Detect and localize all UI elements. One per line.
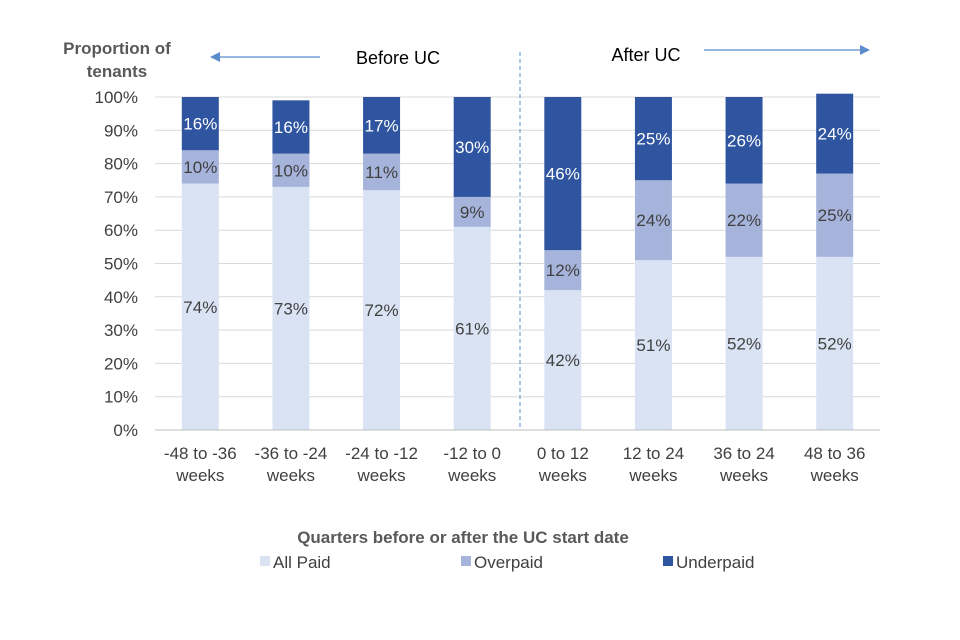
legend-label: Underpaid — [676, 553, 754, 572]
bar-overpaid — [634, 180, 672, 261]
x-tick-label: weeks — [447, 466, 496, 485]
y-tick-label: 60% — [104, 221, 138, 240]
data-label: 22% — [727, 211, 761, 230]
x-tick-label: 48 to 36 — [804, 444, 865, 463]
data-label: 52% — [727, 334, 761, 353]
gridlines — [155, 96, 880, 398]
data-label: 74% — [183, 298, 217, 317]
y-tick-label: 90% — [104, 121, 138, 140]
bars — [181, 93, 854, 430]
data-label: 72% — [365, 301, 399, 320]
y-tick-label: 10% — [104, 388, 138, 407]
after-uc-arrow — [704, 45, 870, 55]
bar-underpaid — [816, 93, 854, 174]
legend-swatch — [461, 556, 471, 566]
bar-overpaid — [363, 153, 401, 191]
bar-underpaid — [453, 97, 491, 197]
data-label: 25% — [636, 130, 670, 149]
y-tick-label: 20% — [104, 354, 138, 373]
data-label: 73% — [274, 299, 308, 318]
data-label: 24% — [818, 125, 852, 144]
y-tick-label: 0% — [113, 421, 138, 440]
bar-underpaid — [272, 100, 310, 154]
y-tick-label: 80% — [104, 155, 138, 174]
legend-label: All Paid — [273, 553, 331, 572]
legend-swatch — [260, 556, 270, 566]
bar-overpaid — [544, 250, 582, 291]
bar-all-paid — [181, 183, 219, 430]
data-label: 16% — [183, 115, 217, 134]
bar-all-paid — [634, 260, 672, 430]
bar-all-paid — [544, 290, 582, 430]
data-label: 17% — [365, 116, 399, 135]
before-uc-label: Before UC — [356, 48, 440, 68]
bar-underpaid — [725, 97, 763, 184]
x-axis-title: Quarters before or after the UC start da… — [297, 528, 629, 547]
x-tick-label: 12 to 24 — [623, 444, 684, 463]
x-tick-label: -24 to -12 — [345, 444, 418, 463]
y-axis-title-line1: Proportion of — [63, 39, 171, 58]
bar-underpaid — [181, 97, 219, 151]
legend: All Paid Overpaid Underpaid — [260, 553, 754, 572]
y-tick-label: 100% — [95, 88, 138, 107]
x-tick-label: 0 to 12 — [537, 444, 589, 463]
before-uc-arrow — [210, 52, 320, 62]
bar-underpaid — [544, 97, 582, 251]
data-label: 30% — [455, 138, 489, 157]
data-label: 10% — [274, 161, 308, 180]
y-tick-label: 50% — [104, 255, 138, 274]
y-tick-label: 70% — [104, 188, 138, 207]
data-label: 12% — [546, 261, 580, 280]
x-tick-label: weeks — [810, 466, 859, 485]
x-tick-label: weeks — [175, 466, 224, 485]
x-tick-label: -36 to -24 — [255, 444, 328, 463]
y-tick-label: 30% — [104, 321, 138, 340]
bar-all-paid — [453, 226, 491, 430]
x-tick-label: weeks — [266, 466, 315, 485]
after-uc-label: After UC — [611, 45, 680, 65]
y-axis: 0% 10% 20% 30% 40% 50% 60% 70% 80% 90% 100% — [95, 88, 138, 440]
bar-all-paid — [272, 186, 310, 430]
bar-overpaid — [453, 196, 491, 227]
x-tick-label: weeks — [356, 466, 405, 485]
data-label: 26% — [727, 131, 761, 150]
x-tick-label: weeks — [628, 466, 677, 485]
bar-underpaid — [634, 97, 672, 181]
y-tick-label: 40% — [104, 288, 138, 307]
bar-overpaid — [181, 150, 219, 184]
data-label: 25% — [818, 206, 852, 225]
data-label: 9% — [460, 203, 485, 222]
bar-all-paid — [725, 256, 763, 430]
data-label: 52% — [818, 334, 852, 353]
x-tick-label: -12 to 0 — [443, 444, 501, 463]
data-label: 24% — [636, 211, 670, 230]
bar-overpaid — [725, 183, 763, 257]
bar-all-paid — [816, 256, 854, 430]
legend-swatch — [663, 556, 673, 566]
legend-label: Overpaid — [474, 553, 543, 572]
bar-all-paid — [363, 190, 401, 430]
x-tick-label: weeks — [719, 466, 768, 485]
x-tick-label: -48 to -36 — [164, 444, 237, 463]
x-tick-label: weeks — [538, 466, 587, 485]
data-label: 42% — [546, 351, 580, 370]
y-axis-title-line2: tenants — [87, 62, 147, 81]
x-axis: -48 to -36 weeks -36 to -24 weeks -24 to -12… — [155, 429, 880, 485]
data-labels: 74% 10% 16% 73% 10% 16% 72% 11% 17% 61% 9% 30% 42% 12… — [183, 115, 851, 370]
bar-overpaid — [816, 173, 854, 257]
data-label: 46% — [546, 165, 580, 184]
data-label: 51% — [636, 336, 670, 355]
data-label: 10% — [183, 158, 217, 177]
data-label: 61% — [455, 319, 489, 338]
data-label: 11% — [365, 163, 398, 182]
bar-underpaid — [363, 97, 401, 154]
data-label: 16% — [274, 118, 308, 137]
bar-overpaid — [272, 153, 310, 187]
x-tick-label: 36 to 24 — [713, 444, 774, 463]
